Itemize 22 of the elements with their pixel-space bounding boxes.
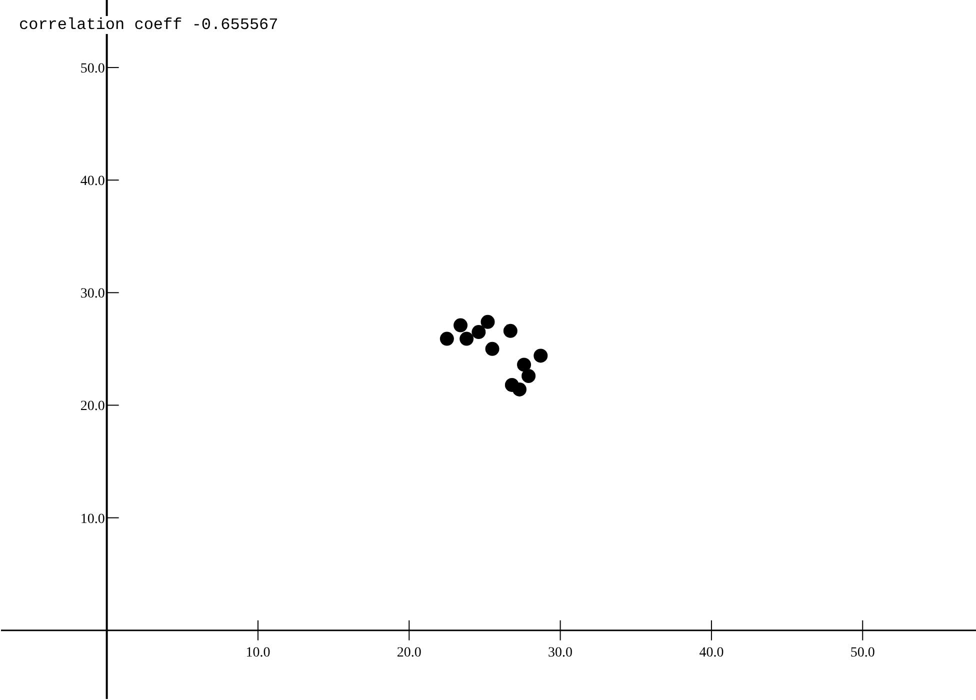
x-tick-label: 50.0 xyxy=(850,645,875,660)
x-tick-label: 20.0 xyxy=(396,645,422,660)
x-tick-label: 30.0 xyxy=(548,645,573,660)
y-tick-label: 10.0 xyxy=(80,512,105,527)
point xyxy=(454,318,468,332)
point xyxy=(460,332,474,346)
x-tick-label: 10.0 xyxy=(246,645,270,660)
point xyxy=(480,314,495,329)
point xyxy=(522,368,536,383)
y-tick-label: 30.0 xyxy=(80,286,105,302)
y-tick-label: 50.0 xyxy=(80,62,105,77)
point xyxy=(512,382,526,396)
point xyxy=(503,324,518,338)
y-tick-label: 40.0 xyxy=(80,174,105,190)
x-tick-label: 40.0 xyxy=(699,645,724,660)
y-tick-label: 20.0 xyxy=(80,399,105,414)
point xyxy=(534,348,548,363)
text: correlation coeff -0.655567 xyxy=(19,16,278,34)
point xyxy=(485,342,500,356)
point xyxy=(517,358,532,372)
point xyxy=(440,332,454,346)
point xyxy=(472,325,486,340)
